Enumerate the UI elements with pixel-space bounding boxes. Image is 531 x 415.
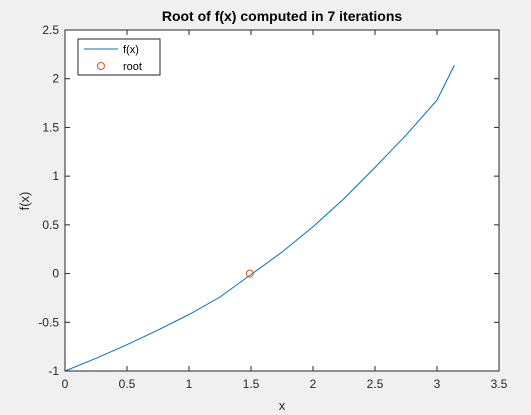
chart-title: Root of f(x) computed in 7 iterations [162, 8, 403, 24]
y-tick-label: 1.5 [42, 120, 59, 134]
y-tick-label: 2 [52, 72, 59, 86]
y-tick-label: 0.5 [42, 218, 59, 232]
axes-box [64, 29, 500, 372]
y-axis-ticks: -1 -0.5 0 0.5 1 1.5 2 2.5 [38, 23, 499, 378]
x-tick-label: 3.5 [491, 377, 508, 391]
root-marker [245, 269, 254, 278]
plot-area [65, 30, 499, 371]
fx-curve-line [64, 64, 455, 372]
legend-label-root: root [123, 61, 142, 73]
x-tick-label: 1.5 [243, 377, 260, 391]
y-tick-label: -1 [48, 364, 59, 378]
x-tick-label: 1 [186, 377, 193, 391]
y-tick-label: 0 [52, 267, 59, 281]
x-tick-label: 3 [434, 377, 441, 391]
legend-label-fx: f(x) [123, 44, 139, 56]
y-axis-label: f(x) [17, 192, 32, 211]
legend: f(x) root [77, 38, 161, 76]
legend-box [77, 38, 161, 76]
x-tick-label: 2 [310, 377, 317, 391]
y-tick-label: 1 [52, 169, 59, 183]
series-layer [64, 64, 455, 372]
x-tick-label: 0 [62, 377, 69, 391]
x-tick-label: 2.5 [367, 377, 384, 391]
legend-marker-swatch [97, 62, 105, 70]
y-tick-label: 2.5 [42, 23, 59, 37]
x-axis-label: x [279, 398, 286, 413]
x-axis-ticks: 0 0.5 1 1.5 2 2.5 3 3.5 [62, 30, 508, 391]
y-tick-label: -0.5 [38, 315, 59, 329]
x-tick-label: 0.5 [119, 377, 136, 391]
